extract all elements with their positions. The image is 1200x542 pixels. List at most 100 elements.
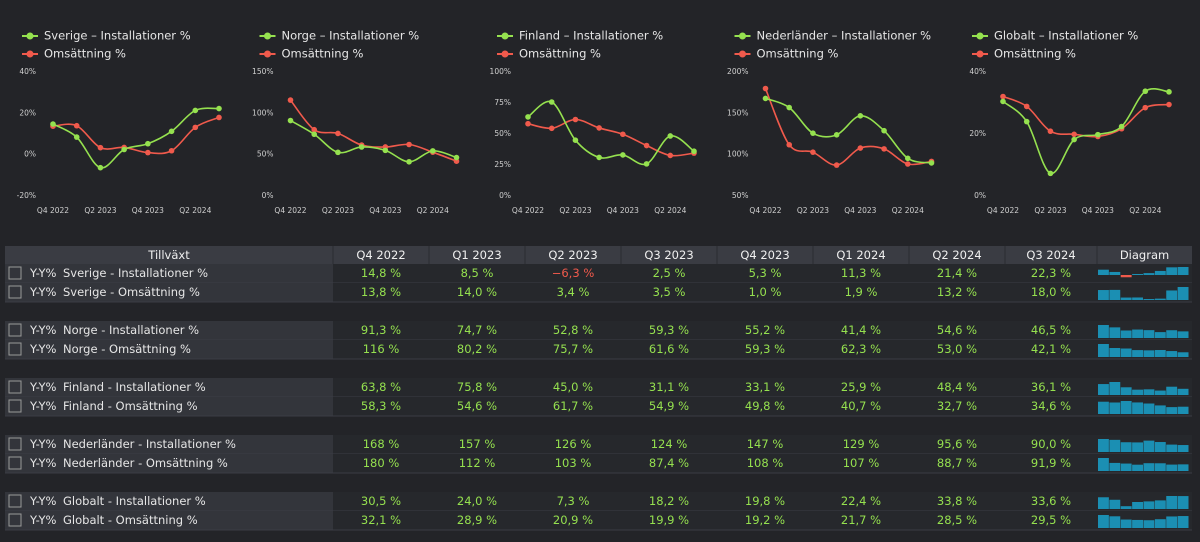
legend-label: Norge – Installationer % xyxy=(282,29,420,43)
sparkline-bar xyxy=(1177,352,1189,357)
data-point xyxy=(596,154,602,161)
data-point xyxy=(97,164,104,171)
sparkline-bar xyxy=(1132,389,1143,395)
y-tick-label: 50% xyxy=(494,129,511,138)
value-cell: 61,6 % xyxy=(649,342,689,356)
data-point xyxy=(1166,101,1172,108)
data-point xyxy=(97,144,104,151)
checkbox[interactable] xyxy=(8,285,22,299)
sparkline-bar xyxy=(1177,445,1189,452)
data-point xyxy=(833,162,840,168)
value-cell: 25,9 % xyxy=(841,380,881,394)
value-cell: 18,2 % xyxy=(649,494,689,508)
data-point xyxy=(1118,123,1125,130)
sparkline-bar xyxy=(1177,496,1189,509)
legend-dot xyxy=(26,32,34,40)
value-cell: 63,8 % xyxy=(361,380,401,394)
sparkline-bar xyxy=(1120,401,1132,414)
data-point xyxy=(857,113,864,119)
sparkline-bar xyxy=(1098,344,1109,357)
data-point xyxy=(525,114,531,120)
data-point xyxy=(1023,103,1030,110)
column-header: Q2 2023 xyxy=(548,248,597,262)
row-type-label: Y-Y% xyxy=(29,456,56,470)
x-tick-label: Q4 2022 xyxy=(987,206,1019,215)
sparkline-bar xyxy=(1120,463,1132,471)
legend-dot xyxy=(264,50,271,58)
value-cell: 107 % xyxy=(843,456,880,470)
data-point xyxy=(121,146,127,153)
y-tick-label: 150% xyxy=(727,108,748,117)
checkbox[interactable] xyxy=(8,513,22,527)
data-point xyxy=(311,131,318,138)
value-cell: 91,3 % xyxy=(361,323,401,337)
checkbox[interactable] xyxy=(8,494,22,508)
data-point xyxy=(406,141,412,148)
data-point xyxy=(311,126,318,133)
y-tick-label: 20% xyxy=(19,108,36,117)
y-tick-label: 40% xyxy=(969,67,986,76)
y-tick-label: 0% xyxy=(24,150,36,159)
column-header: Q1 2023 xyxy=(452,248,501,262)
sparkline-bar xyxy=(1098,269,1109,275)
row-name: Sverige - Installationer % xyxy=(63,266,208,280)
sparkline-bar xyxy=(1098,384,1109,395)
sparkline-bar xyxy=(1109,499,1121,509)
data-point xyxy=(786,141,793,148)
row-type-label: Y-Y% xyxy=(29,380,56,394)
x-tick-label: Q4 2022 xyxy=(512,206,544,215)
x-tick-label: Q2 2023 xyxy=(322,206,354,215)
value-cell: 2,5 % xyxy=(653,266,686,280)
sparkline-bar xyxy=(1143,273,1155,275)
sparkline-bar xyxy=(1132,502,1143,509)
x-tick-label: Q4 2023 xyxy=(132,206,164,215)
data-point xyxy=(1071,131,1077,138)
checkbox[interactable] xyxy=(8,380,22,394)
data-point xyxy=(762,85,769,92)
checkbox[interactable] xyxy=(8,456,22,470)
checkbox[interactable] xyxy=(8,342,22,356)
value-cell: 22,4 % xyxy=(841,494,881,508)
value-cell: 46,5 % xyxy=(1031,323,1071,337)
checkbox[interactable] xyxy=(8,437,22,451)
value-cell: 8,5 % xyxy=(461,266,494,280)
row-type-label: Y-Y% xyxy=(29,266,56,280)
sparkline-bar xyxy=(1132,350,1143,357)
sparkline-bar xyxy=(1109,271,1121,275)
legend-label: Finland – Installationer % xyxy=(519,29,663,43)
value-cell: 147 % xyxy=(747,437,784,451)
row-type-label: Y-Y% xyxy=(29,323,56,337)
data-point xyxy=(1166,89,1172,95)
value-cell: 54,9 % xyxy=(649,399,689,413)
value-cell: 34,6 % xyxy=(1031,399,1071,413)
value-cell: 124 % xyxy=(651,437,688,451)
y-tick-label: 40% xyxy=(19,67,36,76)
row-type-label: Y-Y% xyxy=(29,437,56,451)
checkbox[interactable] xyxy=(8,399,22,413)
value-cell: 62,3 % xyxy=(841,342,881,356)
series-line xyxy=(764,88,932,166)
data-point xyxy=(572,116,579,123)
value-cell: 32,1 % xyxy=(361,513,401,527)
checkbox[interactable] xyxy=(8,323,22,337)
y-tick-label: 25% xyxy=(494,160,511,169)
y-tick-label: 100% xyxy=(252,108,273,117)
x-tick-label: Q4 2022 xyxy=(37,206,69,215)
y-tick-label: 150% xyxy=(252,67,273,76)
row-label-background xyxy=(5,264,333,283)
value-cell: 21,7 % xyxy=(841,513,881,527)
value-cell: 41,4 % xyxy=(841,323,881,337)
y-tick-label: 200% xyxy=(727,67,748,76)
x-tick-label: Q2 2024 xyxy=(654,206,686,215)
sparkline-bar xyxy=(1166,444,1178,452)
data-point xyxy=(50,121,56,127)
data-point xyxy=(192,124,199,131)
data-point xyxy=(810,149,816,155)
checkbox[interactable] xyxy=(8,266,22,280)
row-name: Nederländer - Installationer % xyxy=(63,437,236,451)
x-tick-label: Q4 2023 xyxy=(607,206,639,215)
data-point xyxy=(73,122,80,129)
data-point xyxy=(596,125,602,131)
column-header: Diagram xyxy=(1120,248,1169,262)
data-point xyxy=(904,155,911,162)
